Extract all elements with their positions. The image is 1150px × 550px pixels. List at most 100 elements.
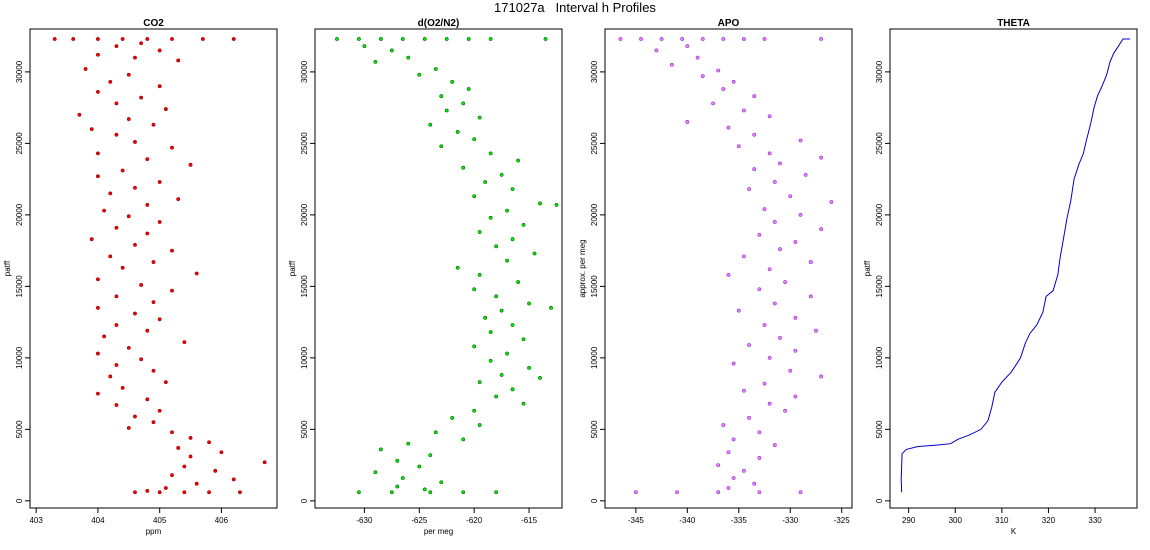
data-point (170, 37, 174, 41)
data-point (742, 468, 746, 473)
data-point (163, 486, 168, 490)
data-point (120, 385, 125, 390)
data-point (433, 67, 438, 71)
data-point (455, 130, 460, 134)
data-point (494, 394, 499, 399)
data-point (170, 288, 174, 293)
x-tick-label: 404 (91, 516, 105, 525)
data-point (444, 37, 449, 41)
data-point (747, 187, 751, 192)
data-point (659, 37, 664, 41)
data-point (505, 208, 510, 213)
plot-frame (604, 28, 853, 509)
data-point (494, 490, 499, 495)
data-point (157, 317, 162, 322)
data-point (736, 308, 741, 313)
data-point (194, 481, 199, 486)
panel-title: THETA (997, 18, 1030, 29)
data-point (145, 157, 150, 162)
data-point (793, 348, 798, 353)
y-tick-label: 5000 (15, 420, 24, 438)
data-point (114, 403, 119, 407)
data-point (538, 201, 542, 206)
data-point (726, 125, 731, 130)
data-point (89, 237, 94, 242)
data-point (499, 308, 504, 313)
data-point (170, 248, 174, 253)
data-point (762, 207, 767, 212)
data-point (472, 408, 477, 413)
y-tick-label: 30000 (590, 60, 599, 83)
data-point (428, 490, 433, 495)
data-point (96, 305, 100, 310)
data-point (163, 380, 168, 385)
data-point (400, 476, 405, 480)
data-point (378, 37, 383, 41)
y-tick-label: 10000 (590, 346, 599, 369)
data-point (126, 426, 131, 430)
data-point (685, 44, 690, 49)
data-point (742, 108, 746, 113)
y-tick-label: 20000 (875, 203, 884, 226)
panel-title: APO (718, 18, 740, 29)
x-tick-label: 290 (902, 516, 916, 525)
data-point (772, 443, 777, 447)
y-tick-label: 20000 (15, 203, 24, 226)
data-point (139, 283, 144, 287)
data-point (357, 490, 361, 495)
x-tick-label: 406 (215, 516, 229, 525)
data-point (726, 486, 731, 490)
data-point (798, 138, 803, 143)
data-point (450, 416, 455, 420)
data-point (752, 481, 757, 486)
data-point (145, 397, 150, 402)
y-tick-label: 20000 (300, 203, 309, 226)
data-point (521, 401, 526, 406)
data-point (108, 191, 113, 196)
data-point (238, 490, 242, 495)
data-point (757, 456, 762, 460)
data-point (133, 490, 137, 495)
data-point (488, 330, 493, 335)
data-point (200, 37, 205, 41)
data-point (145, 202, 150, 207)
data-point (145, 488, 150, 493)
data-point (767, 151, 772, 156)
y-tick-label: 15000 (875, 275, 884, 298)
data-point (120, 37, 125, 41)
data-point (783, 408, 788, 413)
x-axis-label: K (1011, 527, 1017, 536)
data-point (139, 95, 144, 100)
data-point (96, 52, 100, 57)
data-point (455, 265, 460, 270)
data-point (157, 180, 162, 184)
data-point (108, 254, 113, 259)
data-point (120, 168, 125, 173)
data-point (783, 280, 788, 284)
data-point (477, 230, 482, 234)
data-point (188, 162, 193, 167)
data-point (422, 487, 427, 492)
data-point (71, 37, 76, 41)
data-point (752, 132, 757, 137)
data-point (814, 328, 818, 333)
x-tick-label: -630 (356, 516, 373, 525)
data-point (472, 194, 477, 199)
data-point (483, 315, 488, 320)
data-point (461, 437, 466, 442)
data-point (767, 114, 772, 119)
panel-3: APO -345 -340 -335 -330 -325 0 5000 10000 15000 20… (578, 18, 853, 525)
data-point (477, 115, 482, 120)
data-point (133, 140, 137, 144)
data-point (157, 490, 162, 495)
data-point (472, 287, 477, 292)
y-tick-label: 20000 (590, 203, 599, 226)
data-point (207, 440, 211, 445)
data-point (461, 490, 466, 495)
data-point (798, 490, 803, 495)
data-point (428, 122, 433, 127)
data-point (711, 101, 715, 106)
data-point (262, 460, 267, 465)
data-point (499, 172, 504, 177)
